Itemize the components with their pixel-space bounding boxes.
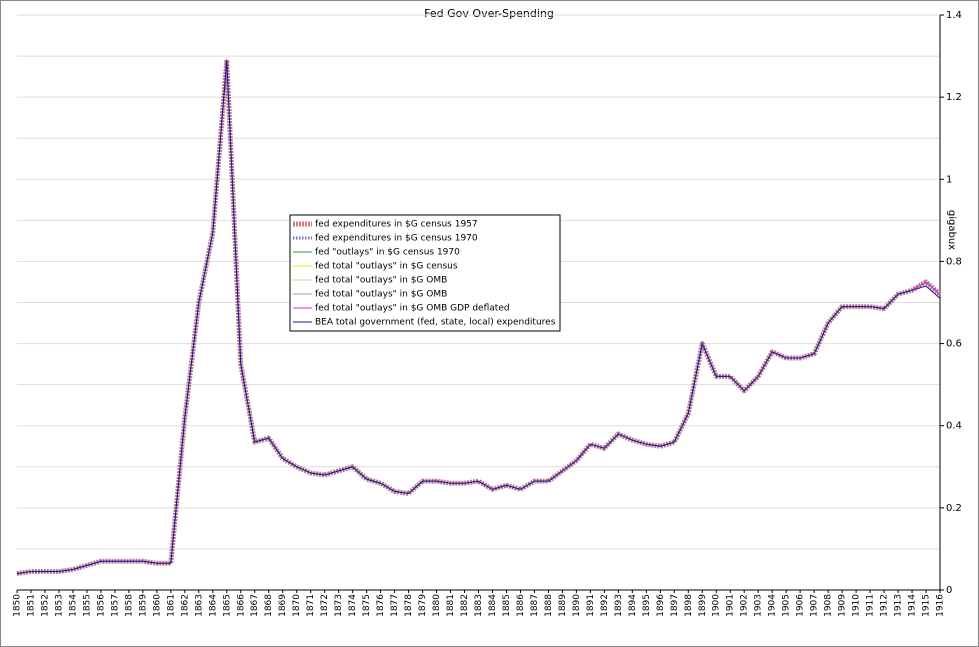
x-tick-label: 1885 <box>502 594 512 617</box>
legend-label: fed "outlays" in $G census 1970 <box>315 248 460 258</box>
x-tick-label: 1862 <box>180 594 190 617</box>
x-tick-label: 1875 <box>362 594 372 617</box>
x-tick-label: 1911 <box>866 594 876 617</box>
x-tick-label: 1899 <box>698 594 708 617</box>
legend-label: fed total "outlays" in $G OMB GDP deflat… <box>315 304 510 314</box>
x-tick-label: 1856 <box>96 594 106 617</box>
x-tick-label: 1888 <box>544 594 554 617</box>
x-tick-label: 1853 <box>54 594 64 617</box>
x-tick-label: 1852 <box>40 594 50 617</box>
series-line <box>16 59 941 575</box>
x-tick-label: 1881 <box>446 594 456 617</box>
x-tick-label: 1907 <box>810 594 820 617</box>
legend-label: fed total "outlays" in $G census <box>315 262 458 272</box>
x-tick-label: 1883 <box>474 594 484 617</box>
x-tick-label: 1868 <box>264 594 274 617</box>
x-tick-label: 1904 <box>768 594 778 617</box>
y-tick-label: 0.6 <box>946 339 962 350</box>
legend-box <box>289 214 561 332</box>
x-tick-label: 1857 <box>110 594 120 617</box>
x-tick-label: 1908 <box>824 594 834 617</box>
x-tick-label: 1871 <box>306 594 316 617</box>
x-tick-label: 1890 <box>572 594 582 617</box>
y-tick-label: 0.4 <box>946 421 962 432</box>
x-tick-label: 1866 <box>236 594 246 617</box>
x-tick-label: 1903 <box>754 594 764 617</box>
x-tick-label: 1858 <box>124 594 134 617</box>
y-tick-label: 0.2 <box>946 503 962 514</box>
x-tick-label: 1850 <box>13 594 23 617</box>
x-tick-label: 1916 <box>936 594 946 617</box>
x-tick-label: 1884 <box>488 594 498 617</box>
x-tick-label: 1854 <box>68 594 78 617</box>
x-tick-label: 1851 <box>26 594 36 617</box>
x-tick-label: 1886 <box>516 594 526 617</box>
x-tick-label: 1872 <box>320 594 330 617</box>
x-tick-label: 1914 <box>908 594 918 617</box>
x-tick-label: 1913 <box>894 594 904 617</box>
x-tick-label: 1860 <box>152 594 162 617</box>
x-tick-label: 1915 <box>922 594 932 617</box>
y-tick-label: 1.2 <box>946 92 962 103</box>
x-tick-label: 1880 <box>432 594 442 617</box>
x-tick-label: 1870 <box>292 594 302 617</box>
legend-label: fed expenditures in $G census 1957 <box>315 220 478 230</box>
x-tick-label: 1893 <box>614 594 624 617</box>
x-tick-label: 1887 <box>530 594 540 617</box>
x-tick-label: 1912 <box>880 594 890 617</box>
x-tick-label: 1855 <box>82 594 92 617</box>
x-tick-label: 1865 <box>222 594 232 617</box>
legend-label: fed total "outlays" in $G OMB <box>315 276 447 286</box>
x-tick-label: 1894 <box>628 594 638 617</box>
x-tick-label: 1910 <box>852 594 862 617</box>
x-tick-label: 1859 <box>138 594 148 617</box>
x-tick-label: 1891 <box>586 594 596 617</box>
x-tick-label: 1878 <box>404 594 414 617</box>
x-tick-label: 1905 <box>782 594 792 617</box>
legend-label: fed expenditures in $G census 1970 <box>315 234 478 244</box>
x-tick-label: 1900 <box>712 594 722 617</box>
x-tick-label: 1906 <box>796 594 806 617</box>
x-tick-label: 1901 <box>726 594 736 617</box>
x-tick-label: 1873 <box>334 594 344 617</box>
x-tick-label: 1889 <box>558 594 568 617</box>
x-tick-label: 1902 <box>740 594 750 617</box>
legend-label: BEA total government (fed, state, local)… <box>315 318 556 328</box>
x-tick-label: 1895 <box>642 594 652 617</box>
legend-label: fed total "outlays" in $G OMB <box>315 290 447 300</box>
x-tick-label: 1882 <box>460 594 470 617</box>
x-tick-label: 1909 <box>838 594 848 617</box>
y-tick-label: 0 <box>946 585 952 596</box>
y-tick-label: 0.8 <box>946 256 962 267</box>
y-axis-label: gigabux <box>946 210 957 250</box>
x-tick-label: 1879 <box>418 594 428 617</box>
x-tick-label: 1861 <box>166 594 176 617</box>
x-tick-label: 1867 <box>250 594 260 617</box>
x-tick-label: 1876 <box>376 594 386 617</box>
x-tick-label: 1892 <box>600 594 610 617</box>
y-tick-label: 1 <box>946 174 952 185</box>
x-tick-label: 1874 <box>348 594 358 617</box>
x-tick-label: 1869 <box>278 594 288 617</box>
x-tick-label: 1863 <box>194 594 204 617</box>
chart-title: Fed Gov Over-Spending <box>424 7 554 20</box>
y-tick-label: 1.4 <box>946 10 962 21</box>
x-tick-label: 1864 <box>208 594 218 617</box>
x-tick-label: 1896 <box>656 594 666 617</box>
x-tick-label: 1877 <box>390 594 400 617</box>
x-tick-label: 1898 <box>684 594 694 617</box>
x-tick-label: 1897 <box>670 594 680 617</box>
